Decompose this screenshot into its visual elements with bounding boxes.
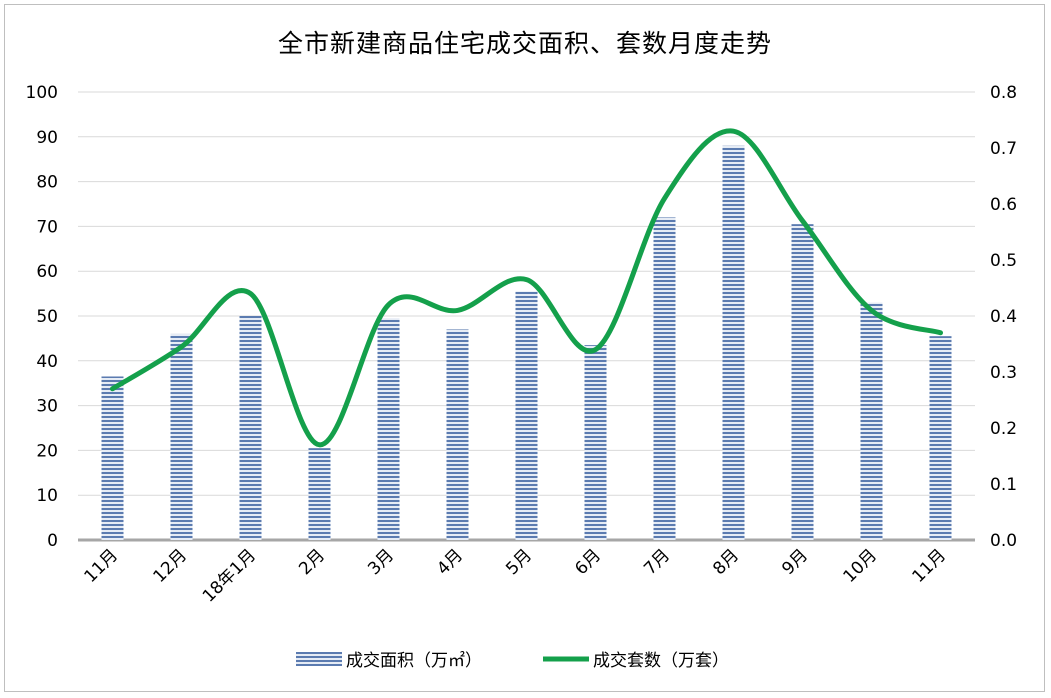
right-tick-label: 0.6 (990, 195, 1017, 215)
left-tick-label: 40 (36, 352, 58, 372)
x-tick-label: 8月 (709, 545, 743, 579)
bar (308, 448, 331, 540)
x-axis-labels: 11月 12月 18年1月 2月 3月 4月 5月 6月 7月 8月 9月 10月 11月 (81, 545, 950, 606)
chart-title: 全市新建商品住宅成交面积、套数月度走势 (278, 29, 772, 58)
bar (584, 345, 607, 540)
left-tick-label: 0 (47, 531, 58, 551)
x-tick-label: 11月 (81, 545, 122, 586)
bar (239, 316, 262, 540)
left-tick-label: 70 (36, 217, 58, 237)
left-tick-label: 30 (36, 397, 58, 417)
legend-line-label: 成交套数（万套） (593, 651, 729, 671)
right-tick-label: 0.8 (990, 83, 1017, 103)
bar (515, 291, 538, 540)
left-tick-label: 50 (36, 307, 58, 327)
bar (101, 376, 124, 540)
x-tick-label: 3月 (364, 545, 398, 579)
left-axis-ticks: 0 10 20 30 40 50 60 70 80 90 100 (26, 83, 58, 551)
x-tick-label: 4月 (433, 545, 467, 579)
x-tick-label: 18年1月 (199, 545, 260, 606)
right-tick-label: 0.4 (990, 307, 1017, 327)
bar (377, 318, 400, 540)
left-tick-label: 80 (36, 173, 58, 193)
bar (791, 224, 814, 540)
x-tick-label: 10月 (840, 545, 881, 586)
bar (170, 333, 193, 540)
x-tick-label: 2月 (295, 545, 329, 579)
bar (446, 329, 469, 540)
right-tick-label: 0.1 (990, 475, 1017, 495)
right-tick-label: 0.5 (990, 251, 1017, 271)
x-tick-label: 7月 (640, 545, 674, 579)
left-tick-label: 60 (36, 262, 58, 282)
legend: 成交面积（万㎡） 成交套数（万套） (296, 651, 729, 671)
left-tick-label: 10 (36, 486, 58, 506)
x-tick-label: 12月 (150, 545, 191, 586)
legend-bar-swatch (296, 652, 342, 666)
x-tick-label: 6月 (571, 545, 605, 579)
right-tick-label: 0.3 (990, 363, 1017, 383)
bar (653, 217, 676, 540)
bar (929, 336, 952, 540)
left-tick-label: 100 (26, 83, 58, 103)
x-tick-label: 11月 (909, 545, 950, 586)
legend-bar-label: 成交面积（万㎡） (346, 651, 482, 671)
bar (722, 145, 745, 540)
left-tick-label: 20 (36, 441, 58, 461)
right-tick-label: 0.7 (990, 139, 1017, 159)
right-tick-label: 0.2 (990, 419, 1017, 439)
left-tick-label: 90 (36, 128, 58, 148)
line-series (110, 128, 943, 448)
bar-series (101, 145, 952, 540)
right-tick-label: 0.0 (990, 531, 1017, 551)
bar (860, 302, 883, 540)
right-axis-ticks: 0.0 0.1 0.2 0.3 0.4 0.5 0.6 0.7 0.8 (990, 83, 1017, 551)
x-tick-label: 9月 (778, 545, 812, 579)
x-tick-label: 5月 (502, 545, 536, 579)
